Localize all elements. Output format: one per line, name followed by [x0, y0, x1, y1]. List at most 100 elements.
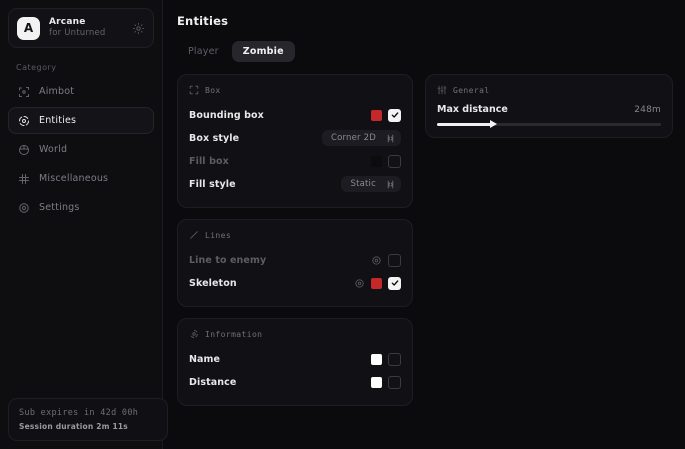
sliders-icon [437, 85, 447, 95]
row-controls [371, 108, 401, 122]
checkbox-bounding-box[interactable] [388, 108, 401, 122]
color-swatch[interactable] [371, 353, 382, 365]
row-fill-style: Fill style Static [189, 173, 401, 195]
color-swatch[interactable] [371, 376, 382, 388]
main-panel: Entities Player Zombie Box Bounding bo [163, 0, 685, 449]
row-label: Line to enemy [189, 254, 267, 266]
card-lines: Lines Line to enemy Skeleton [177, 219, 413, 307]
session-duration-text: Session duration 2m 11s [19, 422, 128, 431]
info-nodes-icon [190, 330, 198, 338]
card-information: Information Name Distance [177, 318, 413, 406]
row-label: Skeleton [189, 277, 237, 289]
card-header: Information [189, 329, 401, 339]
box-corners-icon [189, 85, 199, 95]
checkbox-name[interactable] [388, 352, 401, 366]
sidebar-item-label: Entities [39, 115, 77, 126]
color-swatch[interactable] [371, 109, 382, 121]
card-box: Box Bounding box Box style [177, 74, 413, 208]
expand-icon [387, 134, 394, 142]
row-controls [371, 253, 401, 267]
color-swatch[interactable] [371, 277, 382, 289]
tab-player[interactable]: Player [188, 46, 219, 57]
sidebar: A Arcane for Unturned Category Aimbot [0, 0, 168, 449]
app-subtitle: for Unturned [49, 28, 106, 39]
sidebar-item-label: Settings [39, 202, 80, 213]
row-label: Box style [189, 132, 240, 144]
sidebar-item-label: Miscellaneous [39, 173, 109, 184]
row-controls [354, 276, 401, 290]
checkbox-fill-box[interactable] [388, 154, 401, 168]
left-column: Box Bounding box Box style [177, 74, 413, 417]
row-label: Name [189, 353, 221, 365]
row-controls [371, 375, 401, 389]
sidebar-item-label: World [39, 144, 68, 155]
row-label: Fill box [189, 155, 229, 167]
sidebar-item-label: Aimbot [39, 86, 75, 97]
row-distance: Distance [189, 371, 401, 393]
checkbox-line-to-enemy[interactable] [388, 253, 401, 267]
entities-icon [18, 115, 30, 126]
page-title: Entities [177, 14, 229, 28]
sidebar-item-settings[interactable]: Settings [8, 194, 154, 221]
status-card: Sub expires in 42d 00h Session duration … [8, 398, 168, 441]
row-name: Name [189, 348, 401, 370]
dropdown-fill-style[interactable]: Static [341, 176, 401, 192]
check-icon [391, 280, 398, 286]
gear-icon[interactable] [132, 22, 145, 35]
grid-icon [19, 173, 29, 184]
gear-icon[interactable] [354, 278, 365, 289]
tab-zombie[interactable]: Zombie [231, 41, 295, 62]
row-controls [371, 154, 401, 168]
sidebar-item-entities[interactable]: Entities [8, 107, 154, 134]
card-title: Information [205, 329, 263, 339]
card-header: Lines [189, 230, 401, 240]
slider-header: Max distance 248m [437, 104, 661, 115]
slider-fill [437, 123, 493, 126]
sidebar-item-aimbot[interactable]: Aimbot [8, 78, 154, 105]
gear-icon[interactable] [371, 255, 382, 266]
app-name: Arcane [49, 17, 86, 28]
right-column: General Max distance 248m [425, 74, 673, 417]
check-icon [391, 112, 398, 118]
globe-icon [19, 144, 29, 155]
card-header: Box [189, 85, 401, 95]
row-label: Distance [189, 376, 237, 388]
row-skeleton: Skeleton [189, 272, 401, 294]
row-line-to-enemy: Line to enemy [189, 249, 401, 271]
row-bounding-box: Bounding box [189, 104, 401, 126]
color-swatch[interactable] [371, 155, 382, 167]
sub-expiry-text: Sub expires in 42d 00h [19, 408, 139, 418]
row-label: Fill style [189, 178, 236, 190]
card-title: Lines [205, 230, 232, 240]
row-controls [371, 352, 401, 366]
tab-bar: Player Zombie [177, 41, 673, 62]
max-distance-slider[interactable] [437, 120, 661, 128]
line-icon [190, 231, 198, 239]
expand-icon [387, 180, 394, 188]
checkbox-distance[interactable] [388, 375, 401, 389]
card-header: General [437, 85, 661, 95]
card-title: Box [205, 85, 221, 95]
row-fill-box: Fill box [189, 150, 401, 172]
checkbox-skeleton[interactable] [388, 276, 401, 290]
slider-value: 248m [634, 105, 661, 115]
app-logo-badge: A [17, 16, 40, 40]
crosshair-icon [19, 86, 29, 97]
slider-label: Max distance [437, 104, 508, 115]
row-label: Bounding box [189, 109, 264, 121]
category-label: Category [16, 63, 57, 72]
brand-text: Arcane for Unturned [49, 17, 123, 39]
brand-card[interactable]: A Arcane for Unturned [8, 8, 154, 48]
dropdown-box-style[interactable]: Corner 2D [321, 130, 401, 146]
card-title: General [453, 85, 490, 95]
dropdown-value: Corner 2D [330, 133, 376, 143]
gear-icon [19, 202, 29, 213]
sidebar-item-miscellaneous[interactable]: Miscellaneous [8, 165, 154, 192]
slider-thumb[interactable] [490, 120, 497, 128]
dropdown-value: Static [350, 179, 376, 189]
cards-columns: Box Bounding box Box style [177, 74, 673, 417]
card-general: General Max distance 248m [425, 74, 673, 138]
sidebar-item-world[interactable]: World [8, 136, 154, 163]
row-box-style: Box style Corner 2D [189, 127, 401, 149]
